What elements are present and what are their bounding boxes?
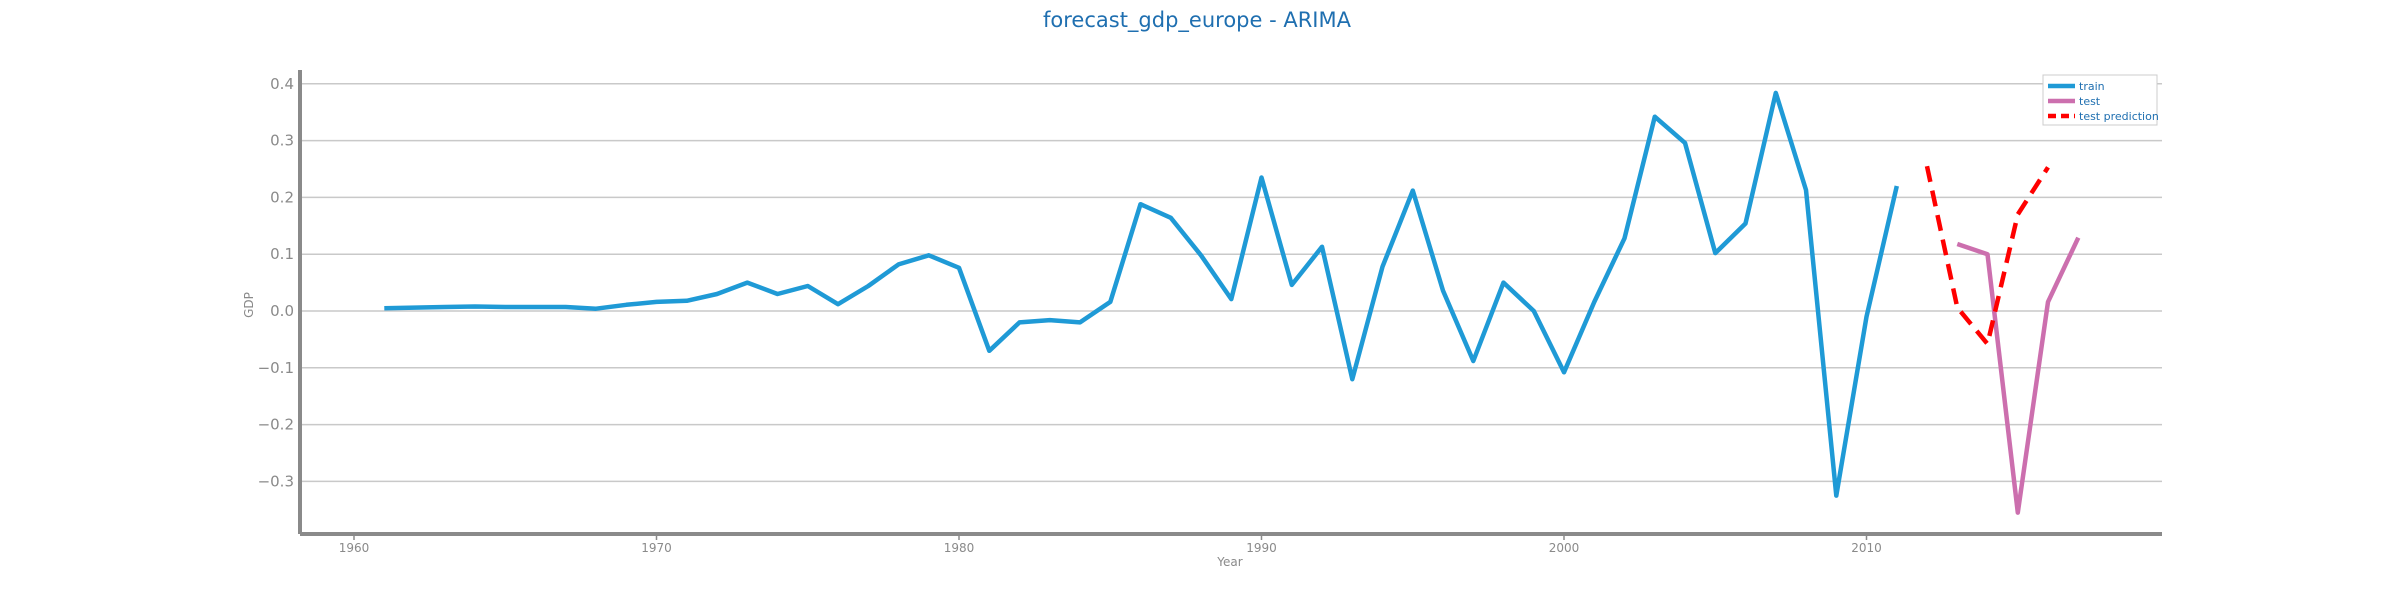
chart-title: forecast_gdp_europe - ARIMA	[1043, 8, 1352, 33]
x-tick-label: 1960	[339, 541, 370, 555]
ticks: 0.4 0.3 0.2 0.1 0.0 −0.1 −0.2 −0.3 1960 1970 1980 1…	[258, 75, 1882, 555]
y-tick-label: 0.4	[270, 75, 294, 93]
x-tick-label: 1970	[641, 541, 672, 555]
x-tick-label: 1990	[1246, 541, 1277, 555]
series-line-train	[384, 90, 1899, 498]
y-tick-label: −0.1	[258, 359, 294, 377]
x-axis-label: Year	[1216, 555, 1242, 569]
series-layer	[384, 90, 2081, 515]
series-line-test	[1956, 236, 2081, 515]
legend-label: test	[2079, 95, 2101, 108]
y-tick-label: 0.1	[270, 245, 294, 263]
y-tick-label: −0.3	[258, 472, 294, 490]
legend-label: test prediction	[2079, 110, 2159, 123]
x-tick-label: 2000	[1549, 541, 1580, 555]
axes	[298, 70, 2162, 536]
y-tick-label: −0.2	[258, 416, 294, 434]
x-tick-label: 1980	[944, 541, 975, 555]
y-tick-label: 0.2	[270, 188, 294, 206]
x-tick-label: 2010	[1851, 541, 1882, 555]
y-tick-label: 0.3	[270, 132, 294, 150]
y-tick-label: 0.0	[270, 302, 294, 320]
legend-label: train	[2079, 80, 2105, 93]
gridlines	[300, 83, 2162, 483]
legend: train test test prediction	[2042, 74, 2159, 126]
y-axis-label: GDP	[242, 292, 256, 318]
